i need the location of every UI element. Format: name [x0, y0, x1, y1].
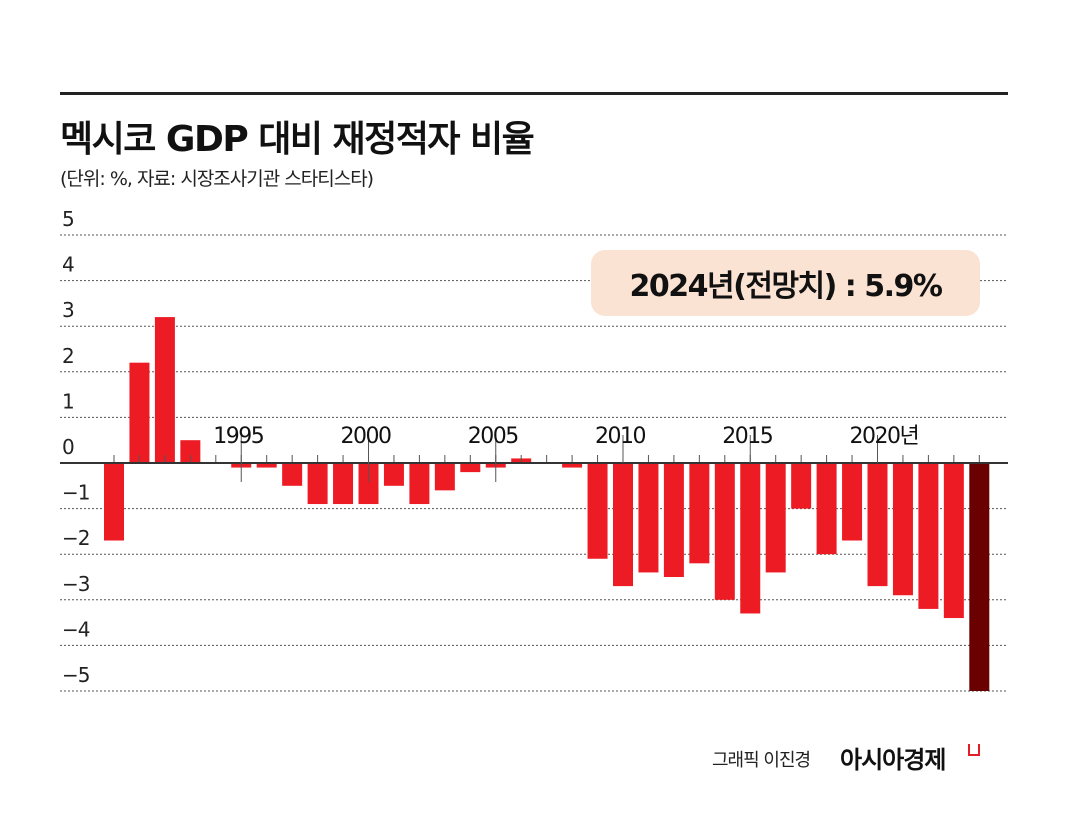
x-tick-label: 2010 — [595, 424, 645, 449]
bar-2010 — [613, 463, 633, 587]
bar-2021 — [892, 463, 913, 596]
y-tick-label: −5 — [62, 663, 89, 687]
bar-2020 — [867, 463, 888, 587]
x-tick-label: 2020년 — [850, 424, 919, 449]
bar-2019 — [842, 463, 863, 541]
bar-1997 — [282, 463, 303, 486]
bar-2002 — [409, 463, 430, 505]
x-tick-label: 1995 — [213, 424, 263, 449]
y-tick-label: 3 — [62, 298, 74, 322]
y-tick-label: 2 — [62, 344, 74, 368]
bar-2014 — [714, 463, 735, 600]
y-tick-label: 1 — [62, 389, 74, 413]
publisher-logo: 아시아경제 — [840, 746, 946, 774]
bar-2022 — [918, 463, 939, 609]
bar-2015 — [740, 463, 761, 614]
forecast-callout: 2024년(전망치) : 5.9% — [591, 250, 980, 316]
bar-2013 — [689, 463, 710, 564]
bar-2001 — [383, 463, 404, 486]
chart-title: 멕시코 GDP 대비 재정적자 비율 — [60, 119, 535, 160]
y-tick-label: −3 — [62, 572, 90, 596]
y-tick-label: 0 — [62, 435, 74, 459]
bar-2000 — [358, 463, 379, 505]
bar-1999 — [333, 463, 354, 505]
x-tick-label: 2000 — [341, 424, 391, 449]
bar-2003 — [434, 463, 455, 491]
x-tick-label: 2005 — [468, 424, 518, 449]
y-tick-label: −2 — [62, 526, 89, 550]
logo-mark-icon — [968, 744, 980, 756]
x-tick-label: 2015 — [722, 424, 772, 449]
bar-1990 — [104, 463, 124, 541]
y-tick-label: −4 — [62, 617, 90, 641]
bar-2011 — [638, 463, 659, 573]
bar-2018 — [816, 463, 837, 555]
y-tick-label: 5 — [62, 207, 74, 231]
bar-2009 — [587, 463, 608, 559]
bar-2004 — [460, 463, 481, 473]
chart-subtitle: (단위: %, 자료: 시장조사기관 스타티스타) — [60, 168, 374, 190]
bar-1998 — [307, 463, 328, 505]
bar-1993 — [180, 440, 201, 463]
bar-2008 — [562, 463, 583, 468]
y-tick-label: −1 — [62, 481, 89, 505]
bar-2023 — [943, 463, 964, 619]
bar-1996 — [256, 463, 277, 468]
bar-2016 — [765, 463, 786, 573]
bar-1992 — [154, 317, 175, 463]
bar-2024 — [969, 463, 990, 691]
graphic-credit: 그래픽 이진경 — [712, 750, 811, 771]
bar-1991 — [129, 362, 150, 463]
y-tick-label: 4 — [62, 253, 74, 277]
top-rule — [60, 92, 1008, 95]
bar-2012 — [663, 463, 684, 577]
bar-2017 — [791, 463, 812, 509]
